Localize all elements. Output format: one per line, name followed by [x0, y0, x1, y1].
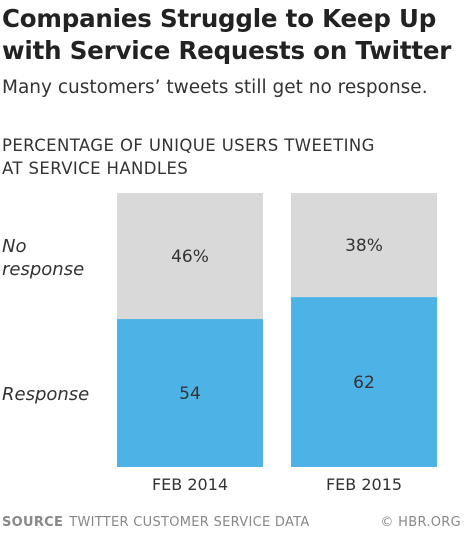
data-label-response: 62 [353, 373, 375, 393]
x-tick-label: FEB 2014 [152, 475, 228, 494]
chart-subtitle: Many customers’ tweets still get no resp… [2, 77, 428, 98]
bar-segment-no-response [291, 193, 437, 298]
chart-heading-line-1: PERCENTAGE OF UNIQUE USERS TWEETING [2, 136, 375, 155]
source-note: SOURCE TWITTER CUSTOMER SERVICE DATA [2, 515, 310, 530]
title-line-2: with Service Requests on Twitter [2, 36, 452, 65]
chart-heading: PERCENTAGE OF UNIQUE USERS TWEETING AT S… [2, 134, 462, 180]
legend-label-response: Response [2, 384, 89, 405]
x-tick-label: FEB 2015 [326, 475, 402, 494]
bar-segment-response [117, 319, 263, 467]
bar-segment-no-response [117, 193, 263, 320]
chart-heading-line-2: AT SERVICE HANDLES [2, 159, 189, 178]
data-label-response: 54 [179, 384, 201, 404]
legend-label-no-response: No response [2, 236, 84, 280]
chart-title: Companies Struggle to Keep Up with Servi… [2, 3, 464, 67]
source-label: SOURCE [2, 515, 64, 530]
title-line-1: Companies Struggle to Keep Up [2, 4, 437, 33]
data-label-no-response: 46% [171, 247, 209, 267]
data-label-no-response: 38% [345, 236, 383, 256]
source-text: TWITTER CUSTOMER SERVICE DATA [69, 515, 310, 530]
credit: © HBR.ORG [380, 515, 461, 530]
bar-segment-response [291, 297, 437, 467]
